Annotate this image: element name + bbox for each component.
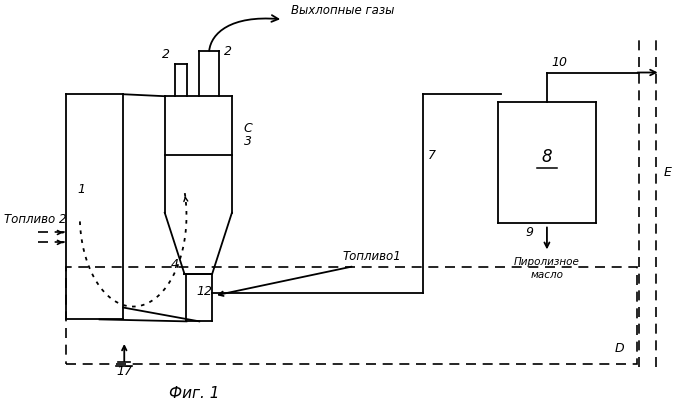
Text: 2: 2 — [224, 45, 232, 58]
Text: 3: 3 — [244, 134, 252, 147]
Text: Пиролизное: Пиролизное — [514, 257, 580, 267]
Text: C: C — [244, 122, 252, 135]
Text: Топливо 2: Топливо 2 — [4, 213, 66, 226]
Text: Фиг. 1: Фиг. 1 — [169, 386, 220, 402]
Text: 2: 2 — [162, 48, 169, 61]
Text: Топливо1: Топливо1 — [343, 250, 402, 263]
Text: D: D — [614, 342, 624, 355]
Text: 17: 17 — [116, 365, 132, 378]
Text: E: E — [664, 166, 671, 179]
Bar — [66, 267, 637, 364]
Text: 9: 9 — [525, 226, 533, 239]
FancyArrowPatch shape — [209, 15, 279, 51]
Text: 8: 8 — [542, 148, 552, 166]
Text: Выхлопные газы: Выхлопные газы — [290, 4, 394, 17]
Text: масло: масло — [531, 270, 564, 280]
Text: 12: 12 — [196, 285, 212, 298]
Text: 7: 7 — [428, 150, 435, 163]
Text: 10: 10 — [552, 55, 568, 68]
Text: 4: 4 — [171, 258, 178, 271]
Text: 1: 1 — [78, 183, 86, 196]
